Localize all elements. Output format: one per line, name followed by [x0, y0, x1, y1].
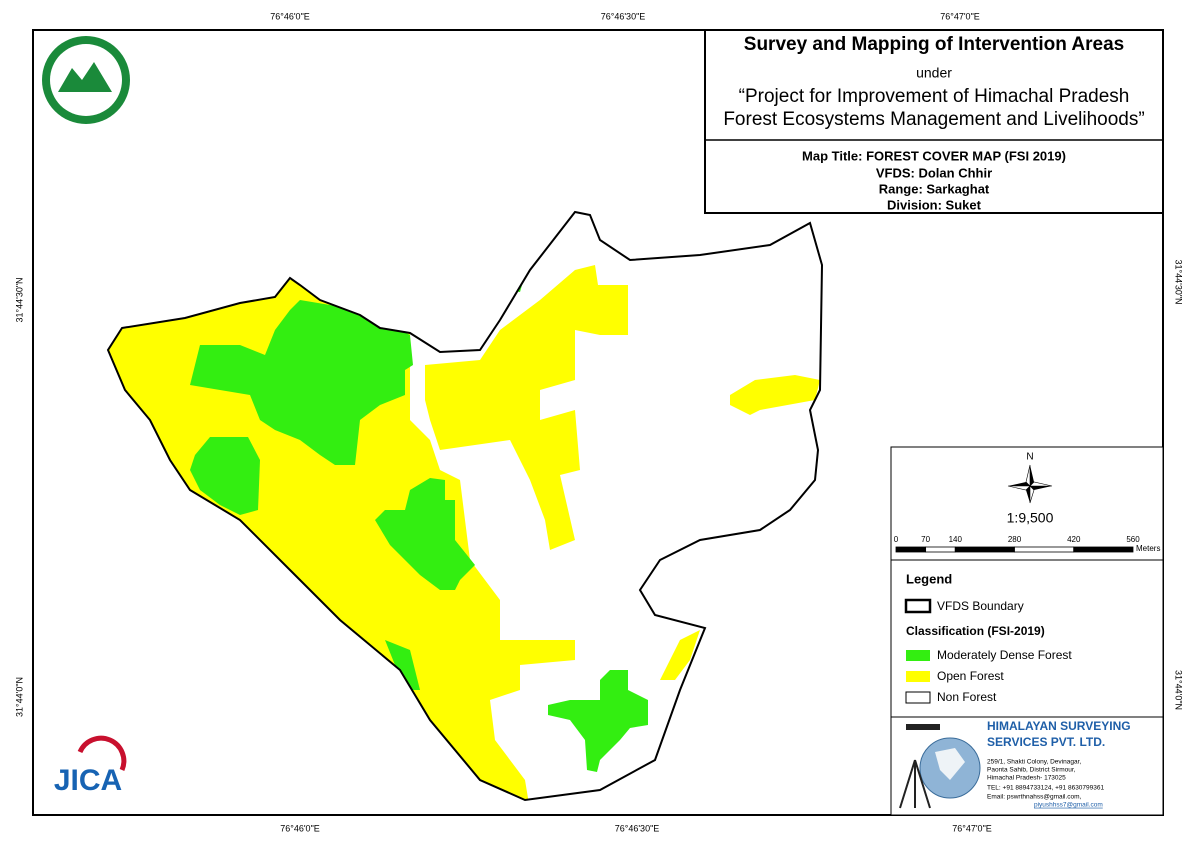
scale-tick-label: 140: [949, 535, 963, 544]
coord: 76°46'0"E: [280, 823, 320, 833]
address: 259/1, Shakti Colony, Devinagar,: [987, 759, 1081, 766]
company-name: SERVICES PVT. LTD.: [987, 735, 1105, 749]
title: Survey and Mapping of Intervention Areas: [744, 34, 1124, 55]
project: Forest Ecosystems Management and Livelih…: [723, 109, 1144, 130]
detail: Division: Suket: [887, 197, 982, 212]
open-forest: [660, 630, 700, 680]
jica-logo: JICA: [54, 735, 127, 797]
dense-forest: [190, 300, 413, 465]
coord: 31°44'30"N: [1174, 259, 1184, 304]
dense-forest: [385, 640, 420, 690]
address: TEL: +91 8894733124, +91 8630799361: [987, 785, 1104, 792]
scale-segment: [895, 546, 927, 553]
scale-segment: [925, 546, 956, 553]
scale-segment: [1073, 546, 1134, 553]
scale-tick-label: 280: [1008, 535, 1022, 544]
under: under: [916, 65, 952, 81]
address: piyushhss7@gmail.com: [1034, 802, 1103, 809]
legend-item: Open Forest: [937, 669, 1004, 683]
detail: Range: Sarkaghat: [879, 181, 990, 196]
open-forest: [730, 375, 820, 415]
scale-tick-label: 70: [921, 535, 930, 544]
address: Email: pswrthnahss@gmail.com,: [987, 794, 1082, 801]
scale-segment: [954, 546, 1015, 553]
scale-bar: 0 70 140 280 420 560: [894, 535, 1140, 553]
legend-item: VFDS Boundary: [937, 599, 1024, 613]
address: Paonta Sahib, District Sirmour,: [987, 767, 1076, 774]
dense-forest: [375, 478, 475, 590]
company-logo: [899, 724, 981, 809]
coord: 31°44'30"N: [14, 277, 24, 322]
coord: 76°46'30"E: [615, 823, 660, 833]
dense-forest: [190, 437, 260, 515]
scale-tick-label: 0: [894, 535, 899, 544]
coord: 76°46'0"E: [270, 11, 310, 21]
legend-item: Non Forest: [937, 690, 997, 704]
project: “Project for Improvement of Himachal Pra…: [739, 86, 1130, 107]
legend-subtitle: Classification (FSI-2019): [906, 624, 1045, 638]
legend-item: Moderately Dense Forest: [937, 648, 1072, 662]
scale-ratio: 1:9,500: [1007, 510, 1054, 526]
coord: 31°44'0"N: [1174, 670, 1184, 710]
address: Himachal Pradesh- 173025: [987, 775, 1066, 782]
logo-text: JICA: [54, 764, 122, 797]
scale-tick-label: 560: [1126, 535, 1140, 544]
scale-tick-label: 420: [1067, 535, 1081, 544]
detail: VFDS: Dolan Chhir: [876, 165, 992, 180]
forest-logo: [42, 36, 130, 124]
coord: 76°47'0"E: [952, 823, 992, 833]
title-box: [704, 29, 1164, 214]
north-label: N: [1026, 452, 1033, 463]
grid-labels: 76°46'0"E 76°46'30"E 76°47'0"E 76°46'0"E…: [14, 11, 1183, 833]
coord: 31°44'0"N: [14, 677, 24, 717]
scale-segment: [1014, 546, 1075, 553]
scale-unit: Meters: [1136, 544, 1160, 553]
open-forest: [425, 265, 628, 550]
legend-title: Legend: [906, 571, 952, 586]
coord: 76°46'30"E: [601, 11, 646, 21]
company-name: HIMALAYAN SURVEYING: [987, 719, 1131, 733]
dense-forest: [548, 670, 648, 772]
detail: Map Title: FOREST COVER MAP (FSI 2019): [802, 148, 1066, 163]
coord: 76°47'0"E: [940, 11, 980, 21]
